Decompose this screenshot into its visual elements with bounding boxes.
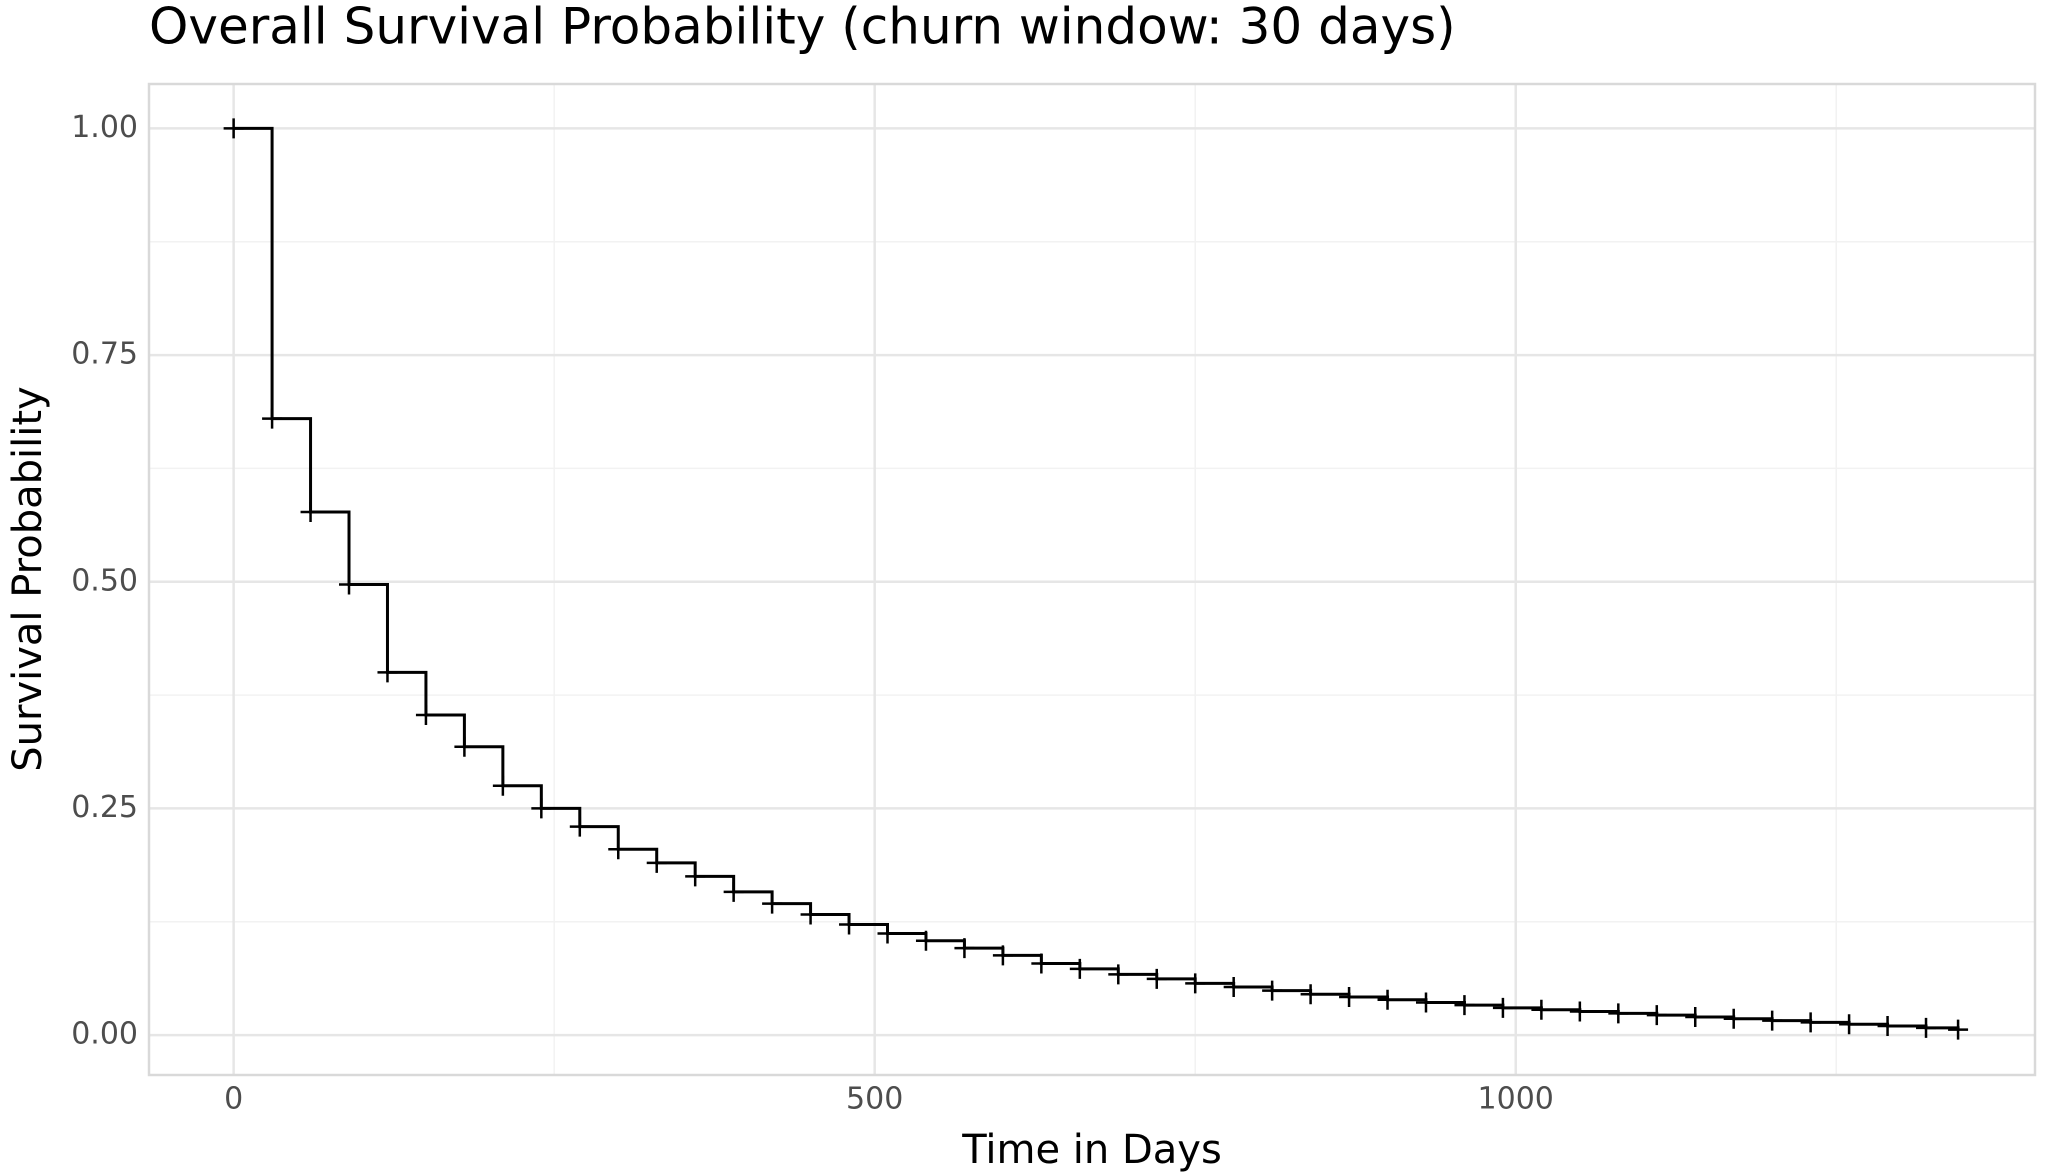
censor-mark <box>992 945 1013 966</box>
censor-mark <box>415 705 436 726</box>
x-tick-label: 0 <box>224 1082 243 1117</box>
censor-mark <box>1185 973 1206 994</box>
censor-mark <box>954 938 975 959</box>
censor-mark <box>646 852 667 873</box>
censor-mark <box>1492 997 1513 1018</box>
censor-mark <box>1877 1016 1898 1037</box>
censor-mark <box>1069 958 1090 979</box>
censor-mark <box>1300 984 1321 1005</box>
censor-mark <box>1415 992 1436 1013</box>
censor-mark <box>1031 953 1052 974</box>
censor-mark <box>723 881 744 902</box>
chart-title: Overall Survival Probability (churn wind… <box>149 0 1456 56</box>
censor-mark <box>839 914 860 935</box>
y-axis-title: Survival Probability <box>5 386 51 771</box>
censor-mark <box>685 866 706 887</box>
censor-mark <box>1608 1003 1629 1024</box>
censor-mark <box>1839 1014 1860 1035</box>
censor-mark <box>1800 1012 1821 1033</box>
censor-mark <box>1146 968 1167 989</box>
censor-mark <box>1916 1017 1937 1038</box>
x-tick-label: 1000 <box>1478 1082 1554 1117</box>
censor-mark <box>1223 977 1244 998</box>
y-tick-label: 0.25 <box>71 790 138 825</box>
censor-mark <box>1646 1005 1667 1026</box>
survival-curve <box>233 126 1960 1030</box>
y-tick-label: 1.00 <box>71 110 138 145</box>
panel-border <box>147 82 2037 1077</box>
censor-mark <box>915 930 936 951</box>
y-tick-label: 0.50 <box>71 563 138 598</box>
censor-mark <box>1569 1001 1590 1022</box>
censor-mark <box>569 816 590 837</box>
censor-mark <box>1948 1019 1969 1040</box>
censor-mark <box>492 775 513 796</box>
x-axis-title: Time in Days <box>961 1127 1222 1173</box>
censor-mark <box>1108 964 1129 985</box>
censor-mark <box>1723 1008 1744 1029</box>
censor-mark <box>1685 1006 1706 1027</box>
censor-mark <box>454 736 475 757</box>
censor-mark <box>877 923 898 944</box>
censor-mark <box>800 904 821 925</box>
censor-mark <box>377 662 398 683</box>
censor-mark <box>608 839 629 860</box>
censor-mark <box>1262 980 1283 1001</box>
censor-mark <box>223 118 244 139</box>
censor-mark <box>339 574 360 595</box>
censor-mark <box>1762 1010 1783 1031</box>
censor-mark <box>1377 989 1398 1010</box>
y-tick-label: 0.00 <box>71 1017 138 1052</box>
censor-mark <box>262 408 283 429</box>
censor-mark <box>1454 995 1475 1016</box>
censor-mark <box>1531 999 1552 1020</box>
y-tick-label: 0.75 <box>71 337 138 372</box>
censor-mark <box>1339 987 1360 1008</box>
censor-mark <box>531 798 552 819</box>
censor-mark <box>762 893 783 914</box>
censor-mark <box>300 501 321 522</box>
x-tick-label: 500 <box>846 1082 903 1117</box>
